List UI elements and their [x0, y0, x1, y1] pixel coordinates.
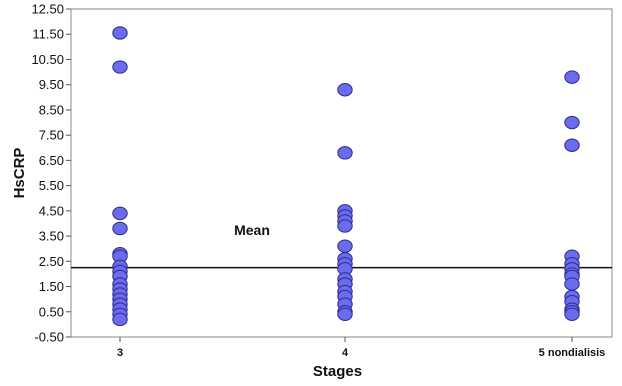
y-tick-label: 0.50	[39, 304, 64, 319]
plot-frame	[70, 8, 613, 338]
y-tick-label: 8.50	[39, 102, 64, 117]
y-tick-label: -0.50	[34, 330, 64, 345]
data-point	[564, 307, 580, 321]
data-point	[337, 307, 353, 321]
data-point	[564, 277, 580, 291]
data-point	[112, 221, 128, 236]
plot-area: -0.50 0.50 1.50 2.50 3.50 4.50 5.50 6.50 7.50 8.5…	[31, 2, 613, 359]
data-point	[564, 70, 580, 84]
y-tick-label: 11.50	[32, 27, 64, 42]
data-point	[337, 239, 353, 253]
data-point	[564, 138, 580, 152]
x-tick-label: 5 nondialisis	[539, 347, 606, 359]
y-tick-label: 1.50	[39, 279, 64, 294]
data-point	[337, 219, 353, 233]
data-point	[564, 115, 580, 130]
data-point	[337, 146, 353, 160]
y-tick-label: 3.50	[39, 229, 64, 244]
y-tick-label: 7.50	[39, 128, 64, 143]
data-point	[112, 312, 128, 327]
x-tick-label: 4	[342, 347, 349, 359]
y-tick-label: 2.50	[39, 254, 64, 269]
mean-line-label: Mean	[234, 222, 270, 238]
y-tick-label: 12.50	[31, 2, 64, 17]
y-tick-label: 4.50	[39, 203, 64, 218]
x-tick-label: 3	[117, 347, 123, 359]
y-tick-label: 9.50	[39, 77, 64, 92]
y-tick-label: 5.50	[39, 178, 64, 193]
y-axis-title: HsCRP	[11, 148, 28, 199]
data-point	[112, 60, 128, 74]
data-point	[112, 206, 128, 221]
data-point	[112, 26, 128, 40]
y-tick-label: 10.50	[31, 52, 64, 67]
data-point	[337, 83, 353, 97]
y-tick-label: 6.50	[39, 153, 64, 168]
x-axis-title: Stages	[313, 363, 362, 380]
